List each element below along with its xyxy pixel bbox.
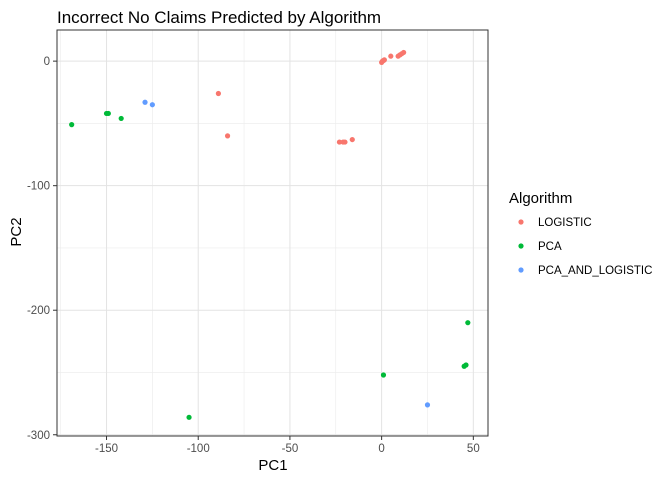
x-tick-label: -50 xyxy=(282,443,299,455)
y-tick-label: -200 xyxy=(27,305,50,317)
y-tick-label: -300 xyxy=(27,430,50,442)
y-axis-label: PC2 xyxy=(8,217,25,246)
data-point xyxy=(336,139,343,145)
data-point xyxy=(69,122,75,128)
data-point xyxy=(463,362,469,368)
data-point xyxy=(465,320,471,326)
legend-label: PCA xyxy=(538,241,562,253)
grid xyxy=(57,30,488,436)
data-point xyxy=(381,57,387,63)
data-point xyxy=(118,115,124,122)
data-point xyxy=(401,49,407,56)
legend-label: LOGISTIC xyxy=(538,217,592,229)
data-point xyxy=(105,110,111,117)
data-point xyxy=(424,402,431,408)
plot-panel xyxy=(57,30,488,436)
panel-background xyxy=(57,30,488,436)
data-point xyxy=(142,99,148,105)
x-axis: -150 -100 -50 0 50 xyxy=(95,436,480,455)
data-point xyxy=(388,53,394,59)
panel-border xyxy=(56,29,489,437)
data-point xyxy=(224,133,231,139)
y-axis: 0 -100 -200 -300 xyxy=(27,56,57,442)
data-point xyxy=(349,136,355,143)
y-tick-label: 0 xyxy=(44,56,50,68)
data-point xyxy=(186,414,192,420)
x-axis-label: PC1 xyxy=(258,457,287,474)
x-tick-label: 50 xyxy=(467,443,480,455)
x-tick-label: -100 xyxy=(187,443,210,455)
y-tick-label: -100 xyxy=(27,181,50,193)
data-point xyxy=(149,102,155,108)
x-tick-label: -150 xyxy=(95,443,118,455)
data-point xyxy=(342,139,348,145)
legend-key xyxy=(518,219,524,225)
legend-key xyxy=(518,267,524,273)
x-tick-label: 0 xyxy=(378,443,384,455)
panel-frame xyxy=(56,29,489,437)
data-point xyxy=(215,90,221,97)
legend-label: PCA_AND_LOGISTIC xyxy=(538,265,652,277)
legend: Algorithm LOGISTIC PCA PCA_AND_LOGISTIC xyxy=(509,190,652,277)
data-point xyxy=(380,372,387,378)
legend-key xyxy=(518,243,524,249)
legend-title: Algorithm xyxy=(509,190,572,207)
chart-title: Incorrect No Claims Predicted by Algorit… xyxy=(57,8,381,27)
data-points xyxy=(69,49,471,420)
